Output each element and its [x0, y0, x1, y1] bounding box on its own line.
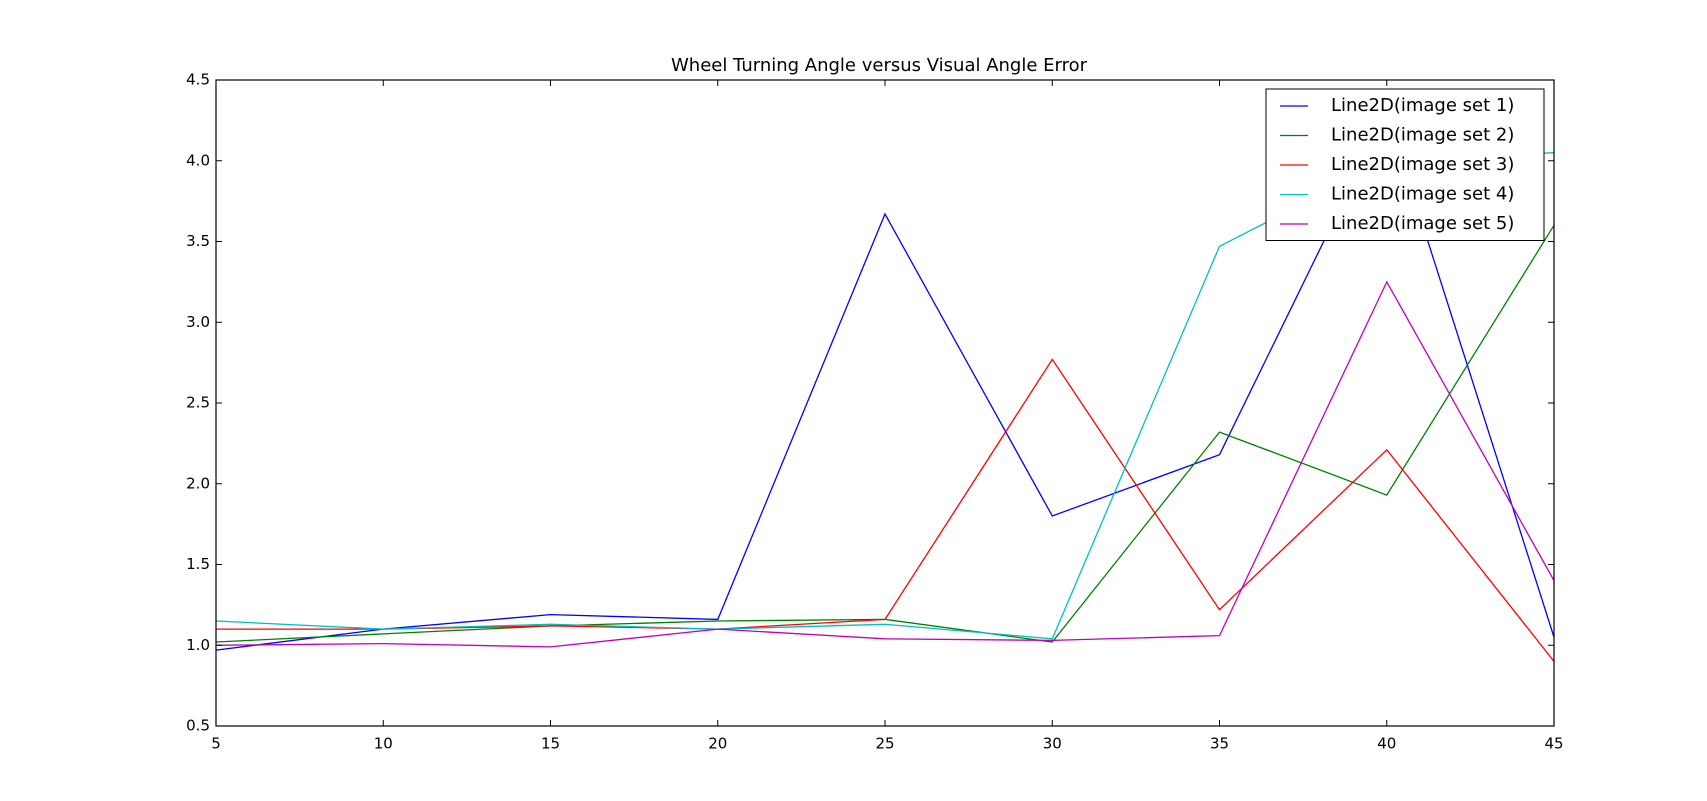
x-tick-label: 40 [1377, 735, 1396, 753]
y-tick-label: 1.0 [186, 636, 210, 654]
chart-title: Wheel Turning Angle versus Visual Angle … [671, 55, 1088, 76]
y-tick-label: 0.5 [186, 717, 210, 735]
legend-label-4: Line2D(image set 4) [1331, 184, 1514, 205]
x-tick-label: 30 [1043, 735, 1062, 753]
y-tick-label: 1.5 [186, 555, 210, 573]
x-tick-label: 25 [875, 735, 894, 753]
y-tick-label: 2.5 [186, 394, 210, 412]
y-tick-label: 4.5 [186, 71, 210, 89]
x-tick-label: 15 [541, 735, 560, 753]
series-line-5 [216, 280, 1554, 648]
x-tick-label: 10 [374, 735, 393, 753]
x-tick-label: 35 [1210, 735, 1229, 753]
legend-label-3: Line2D(image set 3) [1331, 154, 1514, 175]
y-tick-label: 4.0 [186, 151, 210, 169]
axes-layer: 5 10 15 20 25 30 35 40 45 0.5 1.0 1.5 2.0 2.5 3.0 3.5 4.… [186, 71, 1563, 753]
x-tick-label: 45 [1544, 735, 1563, 753]
legend-label-5: Line2D(image set 5) [1331, 213, 1514, 234]
x-tick-label: 5 [211, 735, 221, 753]
x-tick-label: 20 [708, 735, 727, 753]
y-tick-label: 3.0 [186, 313, 210, 331]
y-tick-label: 2.0 [186, 474, 210, 492]
legend: Line2D(image set 1) Line2D(image set 2) Li… [1265, 88, 1545, 241]
y-tick-label: 3.5 [186, 232, 210, 250]
legend-label-2: Line2D(image set 2) [1331, 125, 1514, 146]
legend-box [1265, 88, 1545, 241]
legend-label-1: Line2D(image set 1) [1331, 95, 1514, 116]
